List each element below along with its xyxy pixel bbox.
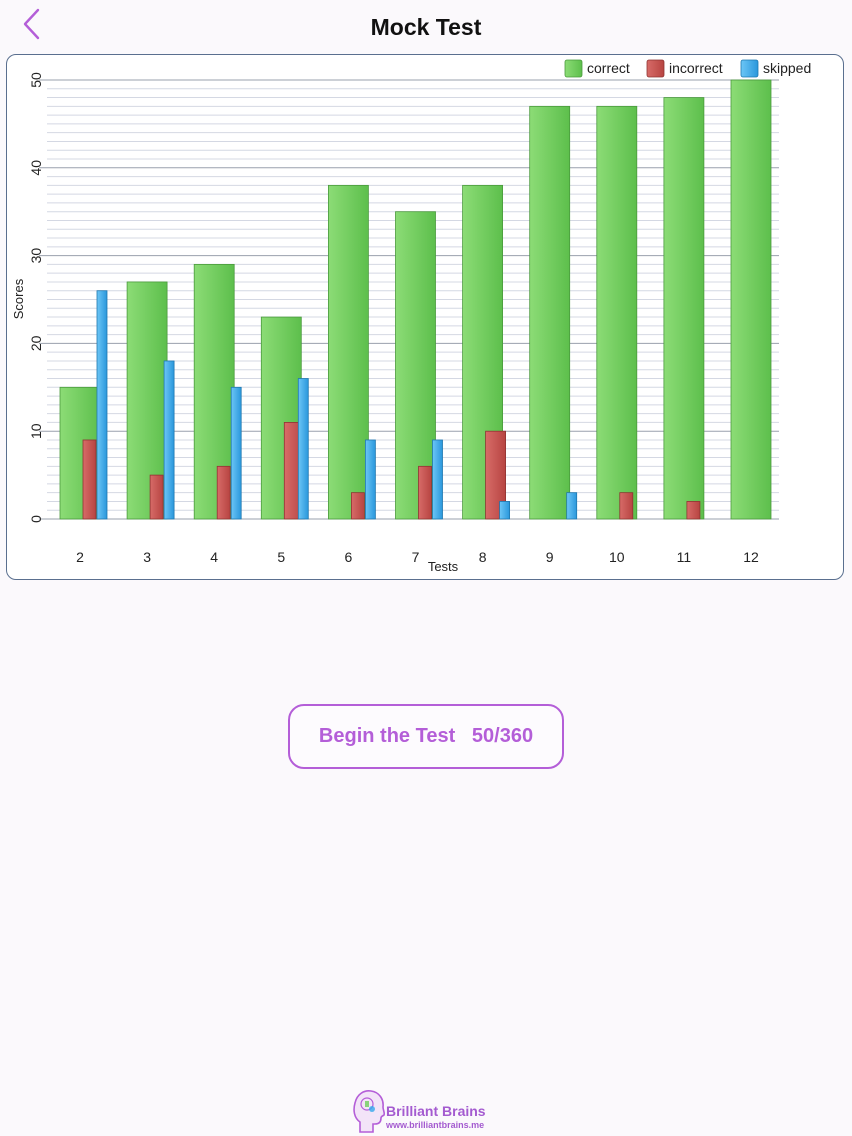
bar-group: 9 bbox=[529, 105, 578, 565]
legend-label: incorrect bbox=[669, 60, 723, 76]
legend-swatch bbox=[646, 59, 665, 78]
bar-group: 8 bbox=[462, 184, 511, 565]
y-tick-label: 0 bbox=[28, 515, 44, 523]
back-button[interactable] bbox=[14, 6, 50, 42]
y-tick-label: 30 bbox=[28, 248, 44, 264]
legend-label: skipped bbox=[763, 60, 811, 76]
bar-group: 10 bbox=[596, 105, 638, 565]
x-tick-label: 9 bbox=[546, 549, 554, 565]
skipped-bar bbox=[230, 386, 242, 520]
y-tick-label: 40 bbox=[28, 160, 44, 176]
brand-footer: Brilliant Brains www.brilliantbrains.me bbox=[350, 1086, 510, 1134]
skipped-bar bbox=[96, 290, 108, 520]
legend-label: correct bbox=[587, 60, 630, 76]
incorrect-bar bbox=[82, 439, 97, 520]
x-tick-label: 3 bbox=[143, 549, 151, 565]
chart-legend: correct incorrect skipped bbox=[564, 59, 811, 78]
correct-bar bbox=[327, 184, 369, 520]
skipped-bar bbox=[163, 360, 175, 520]
incorrect-bar bbox=[216, 465, 231, 520]
brain-head-icon bbox=[353, 1090, 386, 1133]
skipped-bar bbox=[499, 501, 511, 520]
y-tick-label: 50 bbox=[28, 72, 44, 88]
y-tick-label: 10 bbox=[28, 423, 44, 439]
incorrect-bar bbox=[418, 465, 432, 520]
legend-item: incorrect bbox=[646, 59, 723, 78]
incorrect-bar bbox=[149, 474, 164, 520]
x-tick-label: 7 bbox=[412, 549, 420, 565]
brand-url: www.brilliantbrains.me bbox=[386, 1120, 485, 1130]
skipped-bar bbox=[364, 439, 376, 520]
y-axis-label: Scores bbox=[11, 278, 26, 319]
bar-group: 4 bbox=[193, 263, 242, 565]
x-tick-label: 5 bbox=[277, 549, 285, 565]
x-tick-label: 8 bbox=[479, 549, 487, 565]
bar-group: 11 bbox=[663, 97, 705, 565]
incorrect-bar bbox=[350, 492, 365, 520]
skipped-bar bbox=[566, 492, 578, 520]
x-tick-label: 11 bbox=[677, 549, 692, 565]
begin-test-button[interactable]: Begin the Test 50/360 bbox=[288, 704, 564, 769]
bar-group: 12 bbox=[730, 79, 772, 565]
bar-group: 7 bbox=[395, 211, 443, 565]
incorrect-bar bbox=[686, 501, 701, 520]
page-title: Mock Test bbox=[370, 14, 482, 40]
y-tick-label: 20 bbox=[28, 335, 44, 351]
bar-group: 3 bbox=[126, 281, 175, 565]
x-tick-label: 10 bbox=[609, 549, 625, 565]
bar-group: 6 bbox=[327, 184, 376, 565]
correct-bar bbox=[730, 79, 772, 520]
x-tick-label: 12 bbox=[743, 549, 759, 565]
legend-item: correct bbox=[564, 59, 630, 78]
x-tick-label: 6 bbox=[345, 549, 353, 565]
correct-bar bbox=[663, 97, 705, 520]
legend-item: skipped bbox=[740, 59, 811, 78]
correct-bar bbox=[596, 105, 638, 520]
skipped-bar bbox=[297, 378, 309, 520]
correct-bar bbox=[529, 105, 571, 520]
bar-group: 2 bbox=[59, 290, 108, 565]
chevron-left-icon bbox=[23, 8, 40, 40]
navigation-bar: Mock Test bbox=[0, 0, 852, 54]
score-bar-chart: 0 10 20 30 40 50 Scores 2 3 4 5 6 7 8 9 10 11 12 Tests corr… bbox=[11, 59, 811, 574]
incorrect-bar bbox=[619, 492, 634, 520]
x-tick-label: 4 bbox=[210, 549, 218, 565]
skipped-bar bbox=[432, 439, 443, 520]
x-axis-label: Tests bbox=[428, 559, 459, 574]
score-chart-card: 0 10 20 30 40 50 Scores 2 3 4 5 6 7 8 9 10 11 12 Tests corr… bbox=[6, 54, 844, 580]
incorrect-bar bbox=[485, 430, 507, 520]
bar-group: 5 bbox=[260, 316, 309, 565]
legend-swatch bbox=[564, 59, 583, 78]
brand-name: Brilliant Brains bbox=[386, 1103, 486, 1119]
legend-swatch bbox=[740, 59, 759, 78]
x-tick-label: 2 bbox=[76, 549, 84, 565]
